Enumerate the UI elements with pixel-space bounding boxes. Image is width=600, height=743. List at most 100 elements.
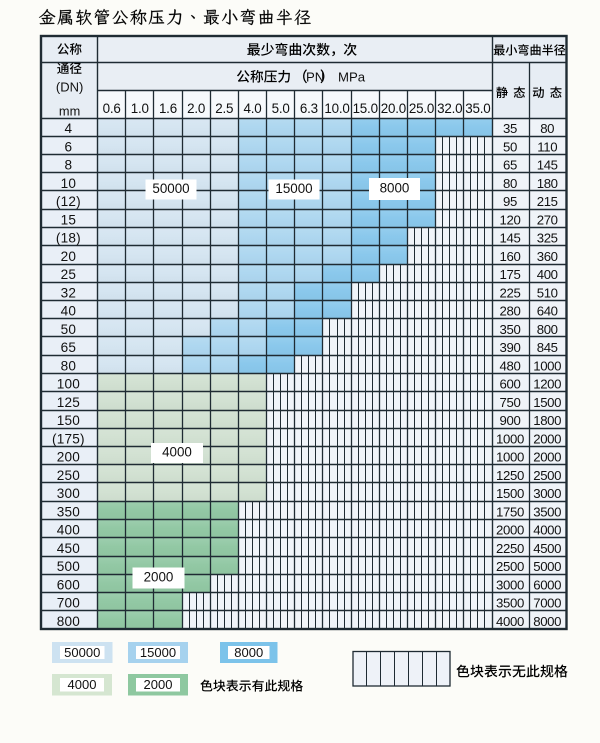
svg-text:25.0: 25.0 xyxy=(409,101,434,116)
svg-text:80: 80 xyxy=(61,358,77,373)
svg-text:35.0: 35.0 xyxy=(465,101,490,116)
svg-text:25: 25 xyxy=(61,267,77,282)
svg-text:480: 480 xyxy=(500,358,521,373)
svg-text:4500: 4500 xyxy=(533,541,561,556)
svg-text:1800: 1800 xyxy=(533,413,561,428)
svg-text:2000: 2000 xyxy=(144,677,173,692)
svg-text:845: 845 xyxy=(537,340,558,355)
svg-text:50000: 50000 xyxy=(152,181,189,196)
svg-text:2000: 2000 xyxy=(533,450,561,465)
svg-text:6: 6 xyxy=(65,139,73,154)
svg-text:50: 50 xyxy=(61,322,77,337)
svg-text:125: 125 xyxy=(57,395,80,410)
svg-text:(175): (175) xyxy=(52,431,85,446)
svg-text:1500: 1500 xyxy=(533,395,561,410)
svg-text:80: 80 xyxy=(540,121,554,136)
svg-text:(DN): (DN) xyxy=(56,80,83,95)
svg-text:350: 350 xyxy=(57,504,81,519)
svg-text:1.6: 1.6 xyxy=(159,101,177,116)
svg-text:160: 160 xyxy=(500,249,521,264)
svg-text:500: 500 xyxy=(57,559,81,574)
svg-text:1750: 1750 xyxy=(496,504,524,519)
svg-text:1250: 1250 xyxy=(496,468,524,483)
svg-text:20.0: 20.0 xyxy=(381,101,406,116)
svg-text:(18): (18) xyxy=(56,231,81,246)
svg-text:4000: 4000 xyxy=(68,677,97,692)
svg-text:32: 32 xyxy=(61,285,77,300)
svg-text:95: 95 xyxy=(503,194,517,209)
svg-text:700: 700 xyxy=(57,596,81,611)
svg-text:2250: 2250 xyxy=(496,541,524,556)
svg-text:0.6: 0.6 xyxy=(103,101,121,116)
svg-text:2.5: 2.5 xyxy=(215,101,233,116)
svg-text:3000: 3000 xyxy=(533,486,561,501)
svg-text:250: 250 xyxy=(57,468,81,483)
svg-text:510: 510 xyxy=(537,285,558,300)
svg-text:15000: 15000 xyxy=(140,645,176,660)
svg-text:450: 450 xyxy=(57,541,81,556)
svg-text:7000: 7000 xyxy=(533,596,561,611)
svg-text:5.0: 5.0 xyxy=(272,101,290,116)
svg-text:2000: 2000 xyxy=(144,570,174,585)
svg-text:280: 280 xyxy=(500,304,521,319)
svg-text:900: 900 xyxy=(500,413,521,428)
svg-text:4: 4 xyxy=(65,121,73,136)
svg-text:2000: 2000 xyxy=(533,431,561,446)
svg-text:3500: 3500 xyxy=(496,596,524,611)
svg-text:80: 80 xyxy=(503,176,517,191)
svg-text:5000: 5000 xyxy=(533,559,561,574)
svg-text:640: 640 xyxy=(537,304,558,319)
svg-text:4.0: 4.0 xyxy=(243,101,261,116)
svg-text:4000: 4000 xyxy=(533,523,561,538)
svg-text:65: 65 xyxy=(503,158,517,173)
svg-text:mm: mm xyxy=(59,104,80,119)
svg-text:800: 800 xyxy=(57,614,81,629)
svg-text:175: 175 xyxy=(500,267,521,282)
svg-text:225: 225 xyxy=(500,285,521,300)
svg-text:1000: 1000 xyxy=(496,431,524,446)
svg-text:1200: 1200 xyxy=(533,377,561,392)
svg-text:40: 40 xyxy=(61,304,77,319)
svg-text:750: 750 xyxy=(500,395,521,410)
svg-text:4000: 4000 xyxy=(496,614,524,629)
svg-text:145: 145 xyxy=(537,158,558,173)
svg-text:65: 65 xyxy=(61,340,77,355)
svg-text:325: 325 xyxy=(537,231,558,246)
svg-text:8: 8 xyxy=(65,158,73,173)
svg-text:600: 600 xyxy=(57,577,81,592)
svg-text:180: 180 xyxy=(537,176,558,191)
svg-text:150: 150 xyxy=(57,413,81,428)
svg-text:1.0: 1.0 xyxy=(131,101,149,116)
svg-text:120: 120 xyxy=(500,212,521,227)
svg-text:110: 110 xyxy=(537,139,557,154)
svg-text:1500: 1500 xyxy=(496,486,524,501)
svg-text:50000: 50000 xyxy=(64,645,100,660)
svg-text:6.3: 6.3 xyxy=(300,101,318,116)
svg-text:15: 15 xyxy=(61,212,77,227)
svg-text:8000: 8000 xyxy=(533,614,561,629)
svg-text:1000: 1000 xyxy=(496,450,524,465)
svg-text:(12): (12) xyxy=(56,194,81,209)
svg-text:2.0: 2.0 xyxy=(187,101,205,116)
svg-text:400: 400 xyxy=(537,267,558,282)
svg-text:360: 360 xyxy=(537,249,558,264)
svg-text:2500: 2500 xyxy=(496,559,524,574)
svg-text:35: 35 xyxy=(503,121,517,136)
svg-text:PN: PN xyxy=(306,70,324,85)
svg-text:600: 600 xyxy=(500,377,521,392)
svg-text:MPa: MPa xyxy=(338,70,366,85)
svg-text:300: 300 xyxy=(57,486,81,501)
svg-text:200: 200 xyxy=(57,450,81,465)
svg-text:15000: 15000 xyxy=(275,181,312,196)
svg-text:100: 100 xyxy=(57,377,81,392)
svg-text:6000: 6000 xyxy=(533,577,561,592)
svg-text:15.0: 15.0 xyxy=(353,101,378,116)
svg-text:3500: 3500 xyxy=(533,504,561,519)
svg-text:1000: 1000 xyxy=(533,358,561,373)
svg-text:20: 20 xyxy=(61,249,77,264)
svg-text:4000: 4000 xyxy=(162,445,192,460)
svg-text:32.0: 32.0 xyxy=(437,101,462,116)
svg-text:215: 215 xyxy=(537,194,558,209)
svg-text:270: 270 xyxy=(537,212,558,227)
svg-text:350: 350 xyxy=(500,322,521,337)
